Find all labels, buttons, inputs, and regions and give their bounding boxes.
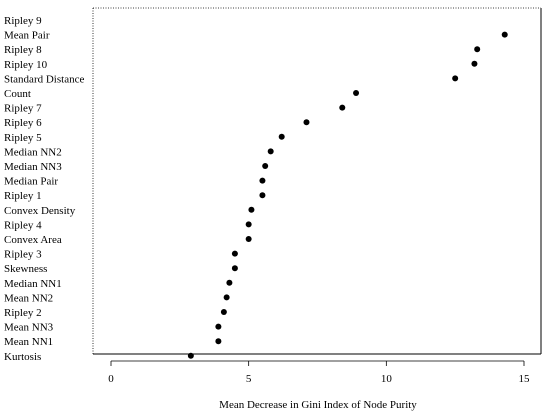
category-label: Ripley 8 [4, 44, 42, 56]
category-label: Skewness [4, 263, 47, 275]
category-label: Ripley 5 [4, 132, 42, 144]
data-point [248, 206, 255, 213]
data-point [231, 250, 238, 257]
data-point [339, 104, 346, 111]
category-label: Ripley 9 [4, 15, 42, 27]
x-tick-label: 0 [108, 373, 114, 385]
data-point [215, 338, 222, 345]
x-tick-label: 10 [381, 373, 393, 385]
category-labels: Ripley 9 Mean Pair Ripley 8 Ripley 10 Standa… [4, 15, 84, 363]
data-point [245, 221, 252, 228]
category-label: Kurtosis [4, 351, 41, 363]
data-point [471, 60, 478, 67]
x-axis: 0 5 10 15 [108, 360, 531, 385]
x-tick-label: 5 [246, 373, 252, 385]
category-label: Ripley 2 [4, 307, 42, 319]
category-label: Median NN2 [4, 146, 62, 158]
data-point [187, 352, 194, 359]
category-label: Ripley 6 [4, 117, 42, 129]
category-label: Convex Area [4, 234, 62, 246]
data-point [474, 46, 481, 53]
category-label: Ripley 7 [4, 103, 42, 115]
category-label: Ripley 4 [4, 219, 42, 231]
category-label: Ripley 10 [4, 59, 48, 71]
data-point [259, 192, 266, 199]
x-axis-label: Mean Decrease in Gini Index of Node Puri… [219, 399, 417, 411]
category-label: Mean Pair [4, 30, 50, 42]
data-point [259, 177, 266, 184]
data-point [231, 265, 238, 272]
plot-area [92, 7, 542, 359]
category-label: Convex Density [4, 205, 76, 217]
category-label: Mean NN3 [4, 322, 54, 334]
data-point [303, 119, 310, 126]
category-label: Ripley 1 [4, 190, 42, 202]
category-label: Mean NN2 [4, 292, 53, 304]
data-point [278, 133, 285, 140]
x-tick-label: 15 [519, 373, 531, 385]
data-point [267, 148, 274, 155]
data-point [262, 163, 269, 169]
data-point [220, 309, 227, 315]
category-label: Ripley 3 [4, 249, 42, 261]
category-label: Median NN1 [4, 278, 62, 290]
data-point [223, 294, 230, 301]
data-point [215, 323, 222, 330]
data-point [353, 90, 360, 96]
category-label: Median NN3 [4, 161, 62, 173]
category-label: Standard Distance [4, 73, 84, 85]
data-point [245, 236, 252, 242]
data-point [226, 279, 233, 286]
category-label: Median Pair [4, 176, 58, 188]
data-point [501, 31, 508, 38]
category-label: Count [4, 88, 31, 100]
category-label: Mean NN1 [4, 336, 53, 348]
data-point [452, 75, 459, 82]
